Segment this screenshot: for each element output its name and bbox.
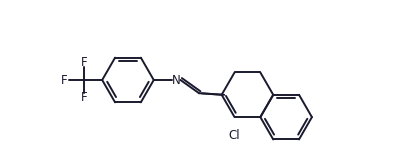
Text: F: F <box>61 73 67 87</box>
Text: F: F <box>81 91 88 104</box>
Text: N: N <box>172 73 180 87</box>
Text: Cl: Cl <box>228 129 240 142</box>
Text: F: F <box>81 56 88 69</box>
